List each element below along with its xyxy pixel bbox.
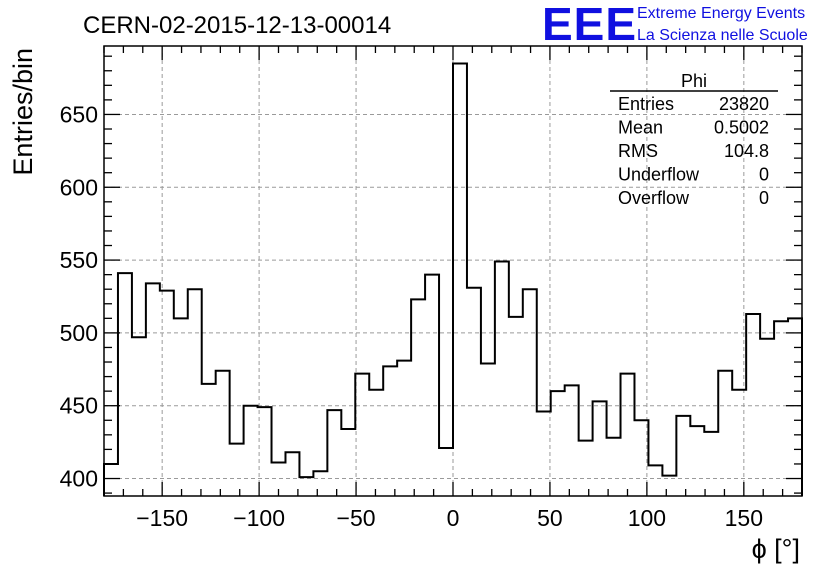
x-tick-label: 50 [537,505,563,531]
histogram-bin [425,275,439,496]
x-tick-label: 150 [725,505,763,531]
axis-ticks [103,46,803,496]
histogram-bin [621,374,635,496]
histogram-bin [495,262,509,496]
histogram-bin [788,318,802,496]
histogram-bin [523,289,537,496]
y-tick-label: 600 [60,174,98,200]
chart-title: CERN-02-2015-12-13-00014 [83,12,391,39]
histogram-bin [467,288,481,496]
histogram-bin [690,426,704,496]
eee-logo: EEE Extreme Energy Events La Scienza nel… [542,0,808,50]
histogram-bin [718,371,732,496]
stats-row-value: 0 [759,165,769,185]
stats-row-label: RMS [618,141,658,161]
stats-row-value: 0.5002 [714,118,769,138]
logo-line-1: Extreme Energy Events [637,5,805,22]
y-tick-label: 500 [60,320,98,346]
histogram-bin [579,441,593,496]
tick-labels: −150 −100 −50 0 50 100 150 400 450 500 550 600 650 [60,101,763,531]
histogram-bin [411,299,425,496]
logo-line-2: La Scienza nelle Scuole [637,27,808,44]
y-axis-label: Entries/bin [8,48,38,176]
histogram-bin [551,391,565,496]
histogram-bin [676,416,690,496]
histogram-bins [104,63,802,496]
histogram-bin [272,463,286,496]
stats-row-label: Underflow [618,165,700,185]
histogram-bin [593,401,607,496]
histogram-bin [244,406,258,496]
histogram-bin [746,314,760,496]
x-tick-label: −50 [337,505,376,531]
histogram-bin [188,289,202,496]
y-tick-label: 650 [60,101,98,127]
eee-logo-mark: EEE [542,0,637,50]
histogram-bin [160,291,174,496]
histogram-bin [174,318,188,496]
histogram-bin [732,390,746,496]
stats-row-value: 0 [759,188,769,208]
histogram-bin [662,476,676,496]
histogram-bin [132,337,146,496]
x-tick-label: 100 [628,505,666,531]
y-tick-label: 400 [60,466,98,492]
y-tick-label: 550 [60,247,98,273]
histogram-bin [118,273,132,496]
histogram-bin [537,412,551,496]
histogram-bin [704,432,718,496]
x-axis-label: ϕ [°] [752,534,800,564]
histogram-bin [313,471,327,496]
histogram-bin [648,465,662,496]
histogram-bin [327,410,341,496]
histogram-bin [565,385,579,496]
histogram-bin [774,321,788,496]
histogram-bin [104,464,118,496]
histogram-bin [202,384,216,496]
histogram-bin [607,438,621,496]
x-tick-label: 0 [447,505,460,531]
histogram-outline [103,62,803,496]
histogram-bin [341,429,355,496]
x-tick-label: −100 [233,505,285,531]
histogram-bin [355,374,369,496]
histogram-bin [760,339,774,496]
histogram-bin [439,448,453,496]
stats-row-value: 23820 [719,94,769,114]
stats-rows: Entries 23820 Mean 0.5002 RMS 104.8 Underflow 0… [618,94,769,208]
histogram-bin [285,452,299,496]
histogram-bin [258,407,272,496]
histogram-bin [216,371,230,496]
histogram-bin [453,63,467,496]
x-tick-label: −150 [136,505,188,531]
histogram-bin [369,390,383,496]
stats-box: Phi Entries 23820 Mean 0.5002 RMS 104.8 Underf… [610,71,778,208]
stats-row-value: 104.8 [724,141,769,161]
histogram-bin [509,317,523,496]
histogram-bin [146,283,160,496]
plot-frame [103,45,803,497]
y-tick-label: 450 [60,393,98,419]
histogram-bin [481,363,495,496]
histogram-bin [299,477,313,496]
stats-row-label: Mean [618,118,663,138]
histogram-bin [634,420,648,496]
histogram-bin [397,361,411,496]
histogram-bin [230,444,244,496]
histogram-bin [383,366,397,496]
stats-box-title: Phi [681,71,707,91]
stats-row-label: Overflow [618,188,690,208]
stats-row-label: Entries [618,94,674,114]
